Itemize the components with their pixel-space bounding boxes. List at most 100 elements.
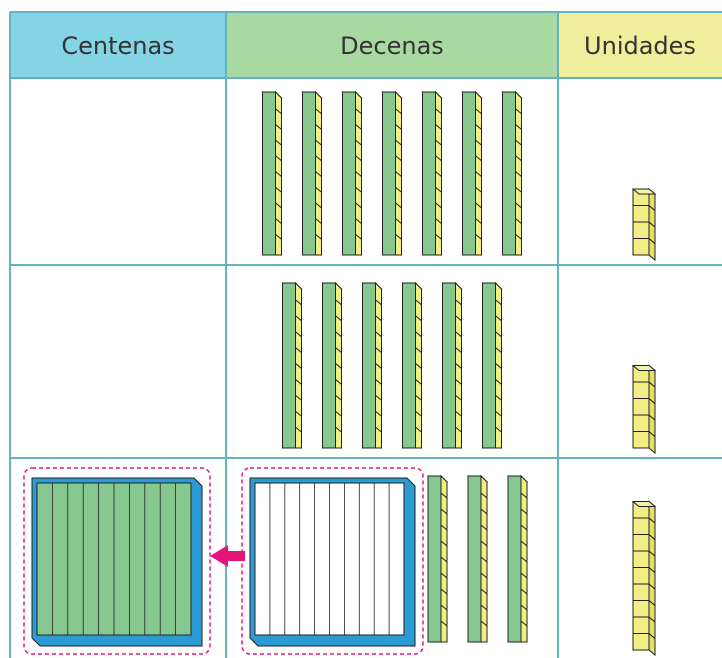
rod-seg (375, 394, 382, 401)
rod-seg (355, 186, 362, 193)
rod-seg (455, 410, 462, 417)
rod-seg (335, 315, 342, 322)
rod-seg (275, 186, 282, 193)
rod-face (462, 91, 476, 256)
rod-seg (415, 331, 422, 338)
rod-seg (520, 524, 528, 531)
unit-face (632, 633, 650, 651)
tens-rods (281, 281, 503, 449)
rod-seg (355, 218, 362, 224)
rod-seg (335, 379, 342, 385)
column-header: Centenas (61, 32, 174, 60)
rod-seg (295, 394, 302, 401)
rod-seg (520, 620, 528, 627)
rod-seg (275, 233, 282, 240)
rod-seg (355, 202, 362, 209)
rod-seg (395, 155, 402, 162)
rod-seg (495, 426, 502, 433)
hundred-block (23, 467, 211, 655)
rod-seg (515, 186, 522, 193)
rod-seg (335, 331, 342, 338)
rod-seg (455, 379, 462, 385)
rod-seg (435, 186, 442, 193)
rod-seg (475, 171, 482, 177)
rod-seg (355, 108, 362, 115)
rod-seg (440, 492, 448, 499)
rod-seg (335, 410, 342, 417)
rod-seg (315, 186, 322, 193)
rod-seg (415, 315, 422, 322)
rod-seg (315, 218, 322, 224)
rod-seg (395, 139, 402, 146)
rod-seg (440, 508, 448, 515)
rod-face (382, 91, 396, 256)
column-header: Decenas (340, 32, 444, 60)
rod-seg (375, 410, 382, 417)
rod-seg (475, 202, 482, 209)
rod-seg (315, 202, 322, 209)
rod-seg (515, 202, 522, 209)
rod-seg (435, 108, 442, 115)
rod-seg (520, 604, 528, 611)
rod-face (502, 91, 516, 256)
rod-seg (455, 299, 462, 306)
rod-seg (395, 218, 402, 224)
unit-cubes (631, 187, 657, 262)
rod-seg (480, 556, 488, 563)
rod-seg (435, 233, 442, 240)
rod-seg (415, 394, 422, 401)
rod-seg (515, 218, 522, 224)
rod-seg (355, 124, 362, 130)
column-header: Unidades (584, 32, 696, 60)
rod-face (342, 91, 356, 256)
rod-seg (355, 139, 362, 146)
rod-seg (440, 540, 448, 547)
rod-seg (375, 331, 382, 338)
rod-seg (335, 363, 342, 369)
rod-seg (455, 394, 462, 401)
rod-seg (480, 492, 488, 499)
rod-seg (495, 379, 502, 385)
rod-seg (440, 604, 448, 611)
rod-seg (515, 108, 522, 115)
unit-face (632, 534, 650, 552)
rod-seg (435, 139, 442, 146)
rod-seg (495, 394, 502, 401)
rod-seg (475, 139, 482, 146)
rod-seg (455, 347, 462, 353)
unit-face (632, 616, 650, 634)
rod-seg (435, 171, 442, 177)
rod-seg (440, 620, 448, 627)
rod-seg (495, 299, 502, 306)
rod-seg (495, 363, 502, 369)
rod-seg (495, 347, 502, 353)
flat-dashed-outline (241, 467, 424, 655)
rod-seg (395, 233, 402, 240)
rod-seg (435, 155, 442, 162)
rod-seg (295, 379, 302, 385)
rod-seg (315, 233, 322, 240)
unit-face (632, 205, 650, 223)
rod-seg (480, 540, 488, 547)
rod-seg (295, 299, 302, 306)
rod-seg (275, 218, 282, 224)
rod-seg (355, 155, 362, 162)
rod-face (262, 91, 276, 256)
rod-seg (395, 124, 402, 130)
rod-seg (315, 108, 322, 115)
header-cell (10, 12, 226, 78)
rod-seg (375, 315, 382, 322)
tens-rods (426, 474, 529, 643)
unit-face (632, 381, 650, 399)
rod-seg (395, 171, 402, 177)
rod-seg (315, 155, 322, 162)
rod-seg (520, 492, 528, 499)
rod-seg (415, 299, 422, 306)
rod-seg (395, 202, 402, 209)
rod-seg (355, 233, 362, 240)
rod-seg (440, 524, 448, 531)
rod-seg (475, 186, 482, 193)
rod-seg (375, 379, 382, 385)
rod-seg (475, 155, 482, 162)
